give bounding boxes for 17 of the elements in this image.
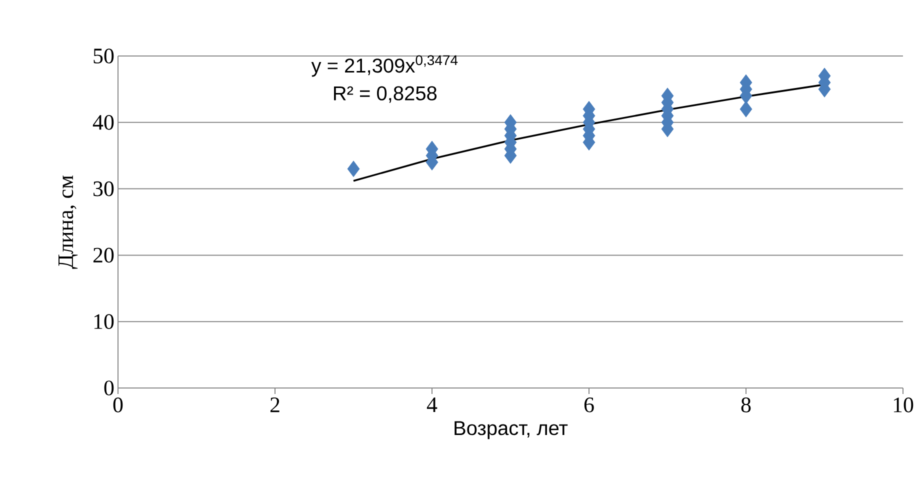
x-tick-label: 6	[584, 398, 594, 412]
x-axis-title: Возраст, лет	[454, 421, 568, 440]
point	[347, 160, 360, 178]
x-tick-label: 8	[741, 398, 751, 412]
y-axis-title: Длина, см	[58, 176, 78, 269]
y-tick-label: 50	[94, 48, 114, 64]
y-tick-label: 10	[94, 314, 114, 330]
annotation: R² = 0,8258	[334, 86, 437, 103]
y-tick-label: 0	[104, 380, 114, 396]
annotation: y = 21,309x$^{0,3474}$	[311, 55, 458, 77]
x-tick-label: 10	[894, 398, 914, 412]
y-tick-label: 20	[93, 248, 114, 263]
y-tick-label: 30	[94, 181, 114, 196]
y-tick-label: 40	[92, 114, 114, 130]
point	[740, 100, 752, 118]
x-tick-label: 4	[426, 398, 438, 412]
x-tick-label: 2	[270, 398, 280, 412]
